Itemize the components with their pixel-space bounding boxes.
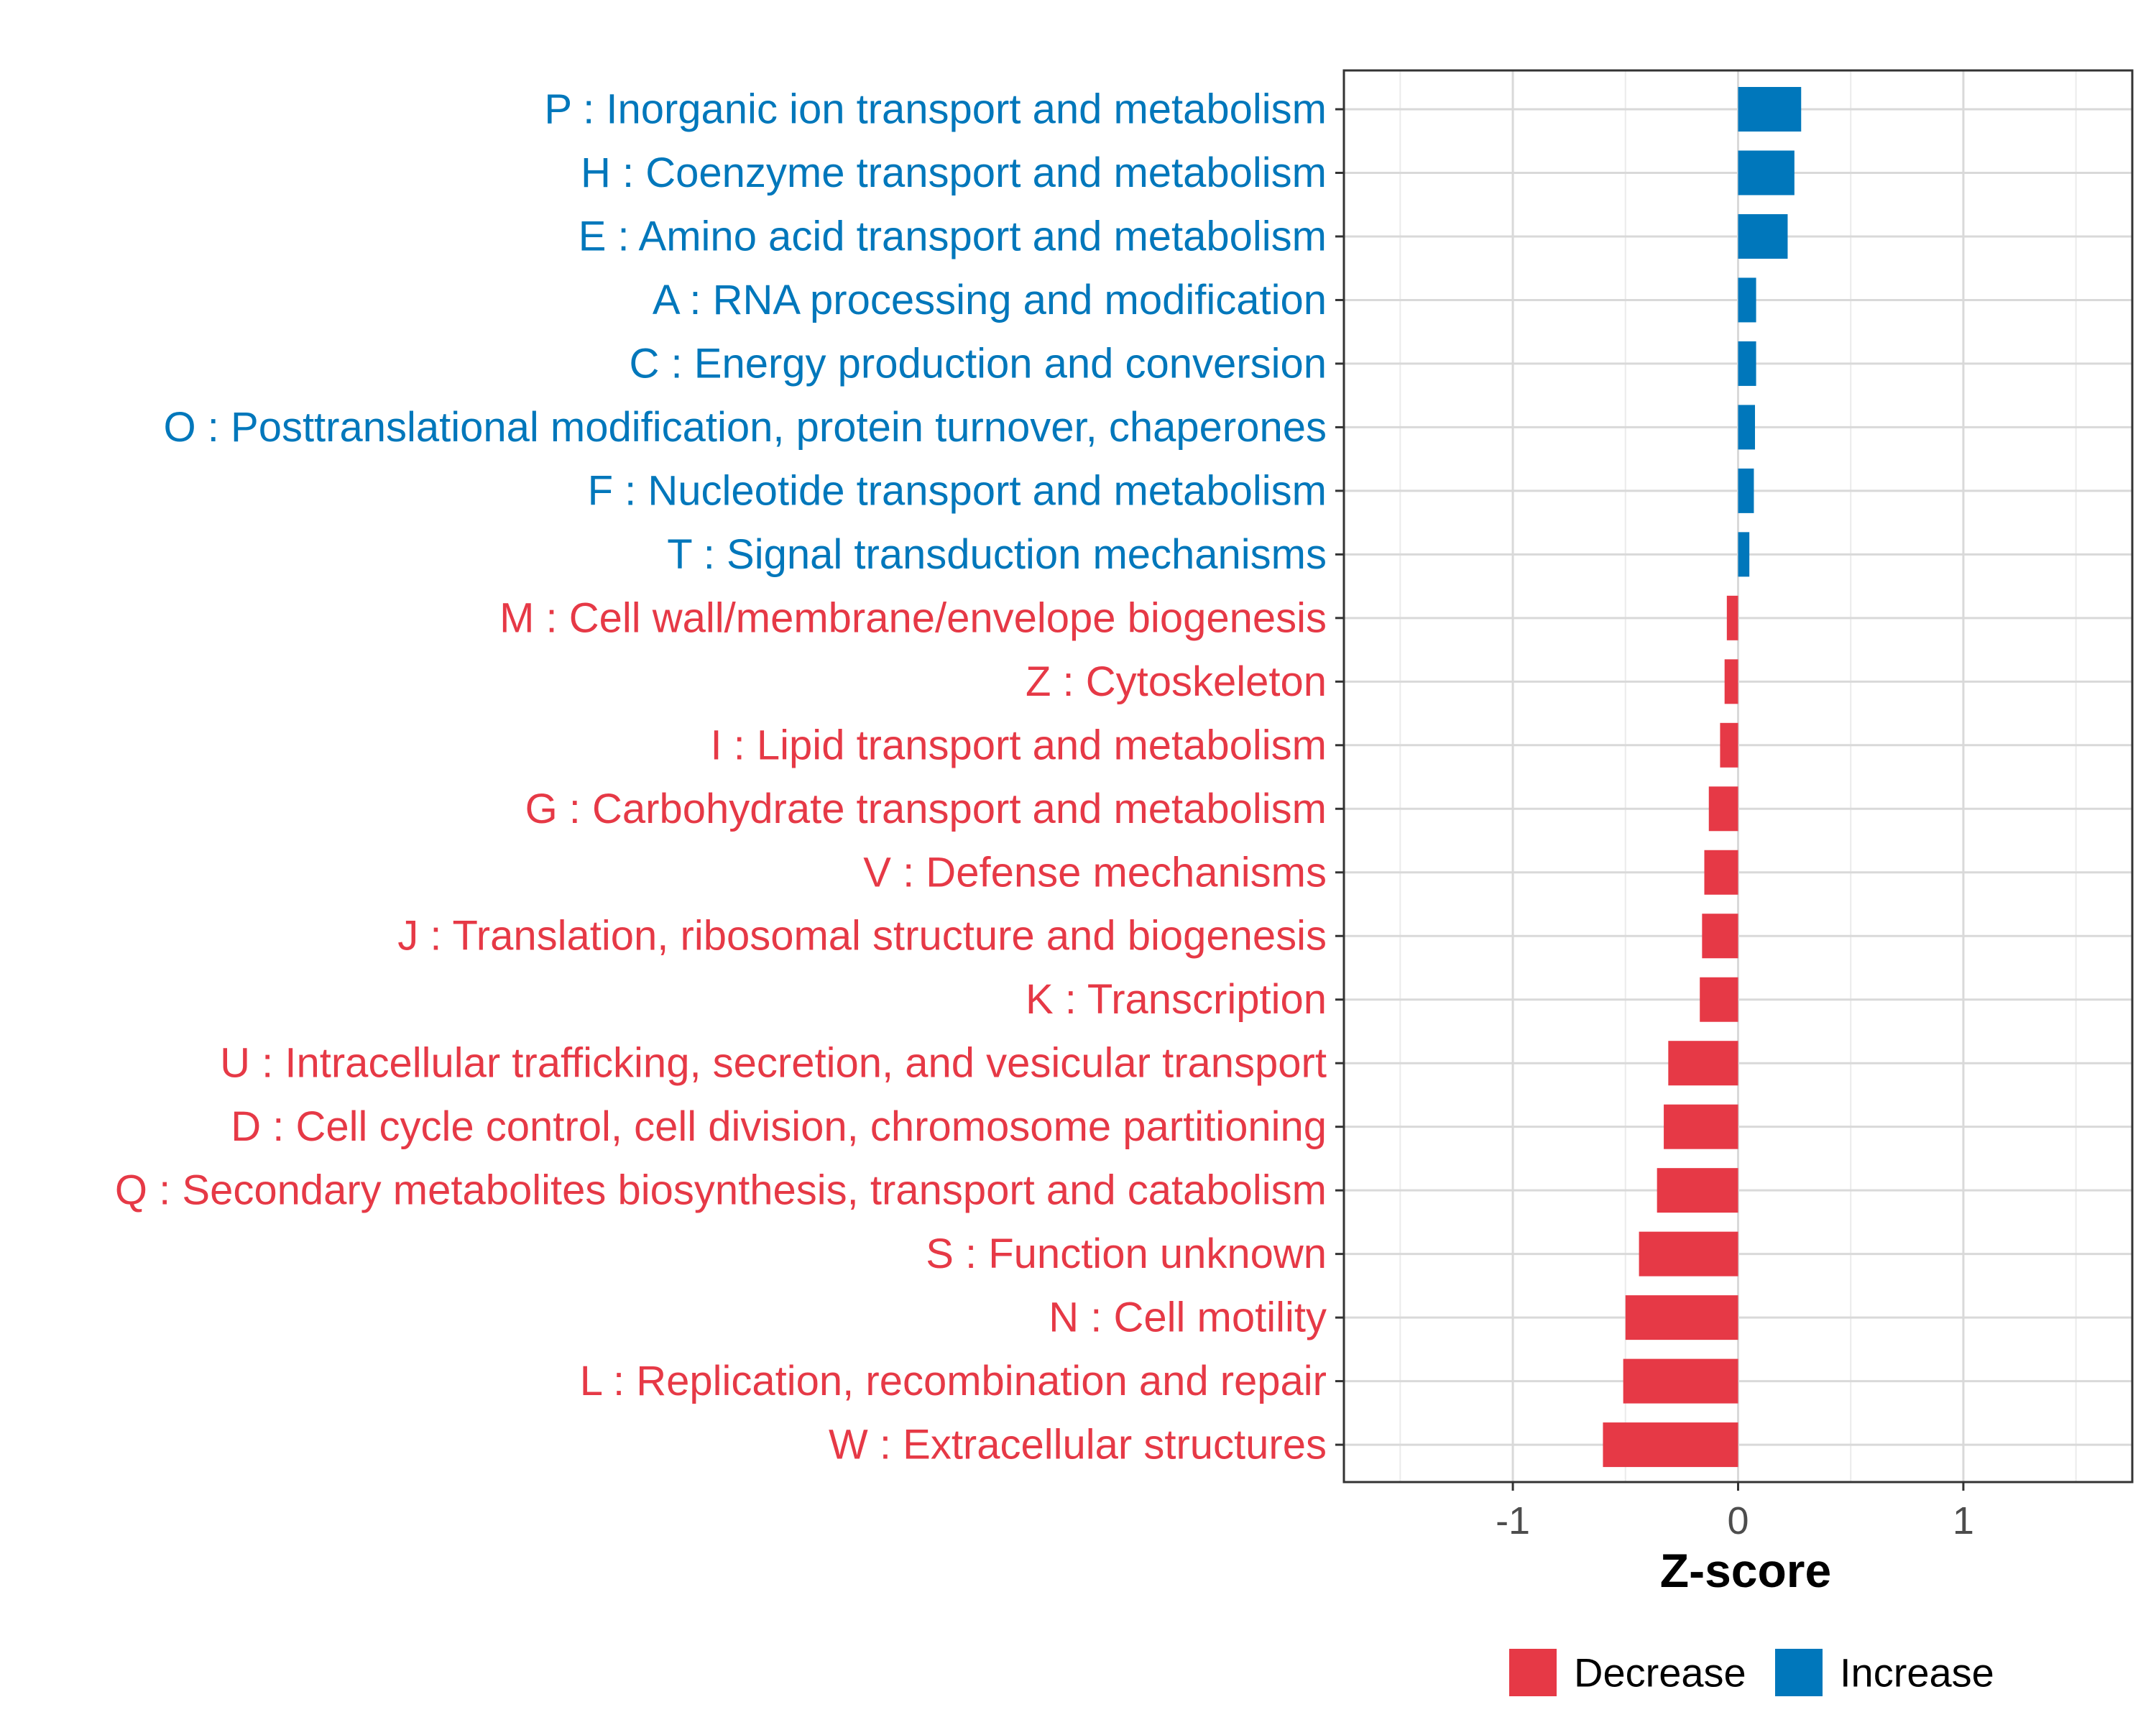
- x-tick-label: 0: [1727, 1499, 1749, 1542]
- category-label: D : Cell cycle control, cell division, c…: [231, 1103, 1327, 1150]
- category-label: O : Posttranslational modification, prot…: [164, 404, 1327, 451]
- category-label: A : RNA processing and modification: [653, 277, 1327, 323]
- category-label: K : Transcription: [1026, 976, 1327, 1023]
- bar-u: [1668, 1041, 1738, 1086]
- bar-w: [1603, 1422, 1738, 1468]
- bar-c: [1738, 341, 1756, 386]
- bar-o: [1738, 405, 1756, 450]
- bar-n: [1625, 1295, 1738, 1340]
- category-label: T : Signal transduction mechanisms: [667, 531, 1327, 578]
- legend-label-increase: Increase: [1840, 1650, 1994, 1696]
- x-axis-title: Z-score: [1660, 1544, 1831, 1597]
- category-label: M : Cell wall/membrane/envelope biogenes…: [499, 594, 1327, 641]
- bar-e: [1738, 213, 1788, 259]
- bar-h: [1738, 150, 1795, 196]
- category-label: H : Coenzyme transport and metabolism: [581, 150, 1327, 196]
- y-axis-ticks: P : Inorganic ion transport and metaboli…: [115, 86, 1344, 1468]
- category-label: F : Nucleotide transport and metabolism: [588, 467, 1327, 514]
- category-label: S : Function unknown: [926, 1230, 1327, 1277]
- bar-q: [1657, 1168, 1738, 1213]
- x-tick-label: -1: [1496, 1499, 1530, 1542]
- category-label: Z : Cytoskeleton: [1026, 658, 1327, 705]
- bar-g: [1708, 786, 1738, 832]
- category-label: N : Cell motility: [1049, 1294, 1327, 1341]
- legend: Decrease Increase: [1509, 1649, 1994, 1696]
- bars: [1603, 87, 1802, 1468]
- category-label: Q : Secondary metabolites biosynthesis, …: [115, 1167, 1327, 1214]
- legend-swatch-decrease: [1509, 1649, 1557, 1696]
- category-label: V : Defense mechanisms: [863, 849, 1327, 896]
- x-axis-ticks: -1 0 1: [1496, 1482, 1974, 1542]
- category-label: C : Energy production and conversion: [630, 340, 1327, 387]
- bar-m: [1726, 595, 1738, 640]
- bar-v: [1704, 850, 1738, 895]
- bar-s: [1639, 1231, 1738, 1276]
- category-label: E : Amino acid transport and metabolism: [579, 213, 1327, 259]
- bar-i: [1720, 722, 1738, 768]
- category-label: I : Lipid transport and metabolism: [710, 722, 1327, 768]
- bar-z: [1724, 659, 1738, 704]
- legend-swatch-increase: [1775, 1649, 1823, 1696]
- bar-j: [1702, 914, 1738, 959]
- category-label: P : Inorganic ion transport and metaboli…: [544, 86, 1327, 133]
- x-tick-label: 1: [1953, 1499, 1974, 1542]
- bar-t: [1738, 532, 1750, 577]
- legend-label-decrease: Decrease: [1574, 1650, 1746, 1696]
- category-label: G : Carbohydrate transport and metabolis…: [525, 786, 1327, 832]
- category-label: U : Intracellular trafficking, secretion…: [220, 1040, 1327, 1087]
- bar-a: [1738, 277, 1756, 323]
- category-label: J : Translation, ribosomal structure and…: [397, 913, 1327, 960]
- bar-l: [1623, 1358, 1738, 1404]
- bar-p: [1738, 87, 1802, 132]
- bar-k: [1700, 977, 1738, 1022]
- bar-f: [1738, 468, 1754, 513]
- bar-d: [1664, 1104, 1738, 1149]
- category-label: W : Extracellular structures: [829, 1422, 1327, 1468]
- category-label: L : Replication, recombination and repai…: [580, 1358, 1327, 1404]
